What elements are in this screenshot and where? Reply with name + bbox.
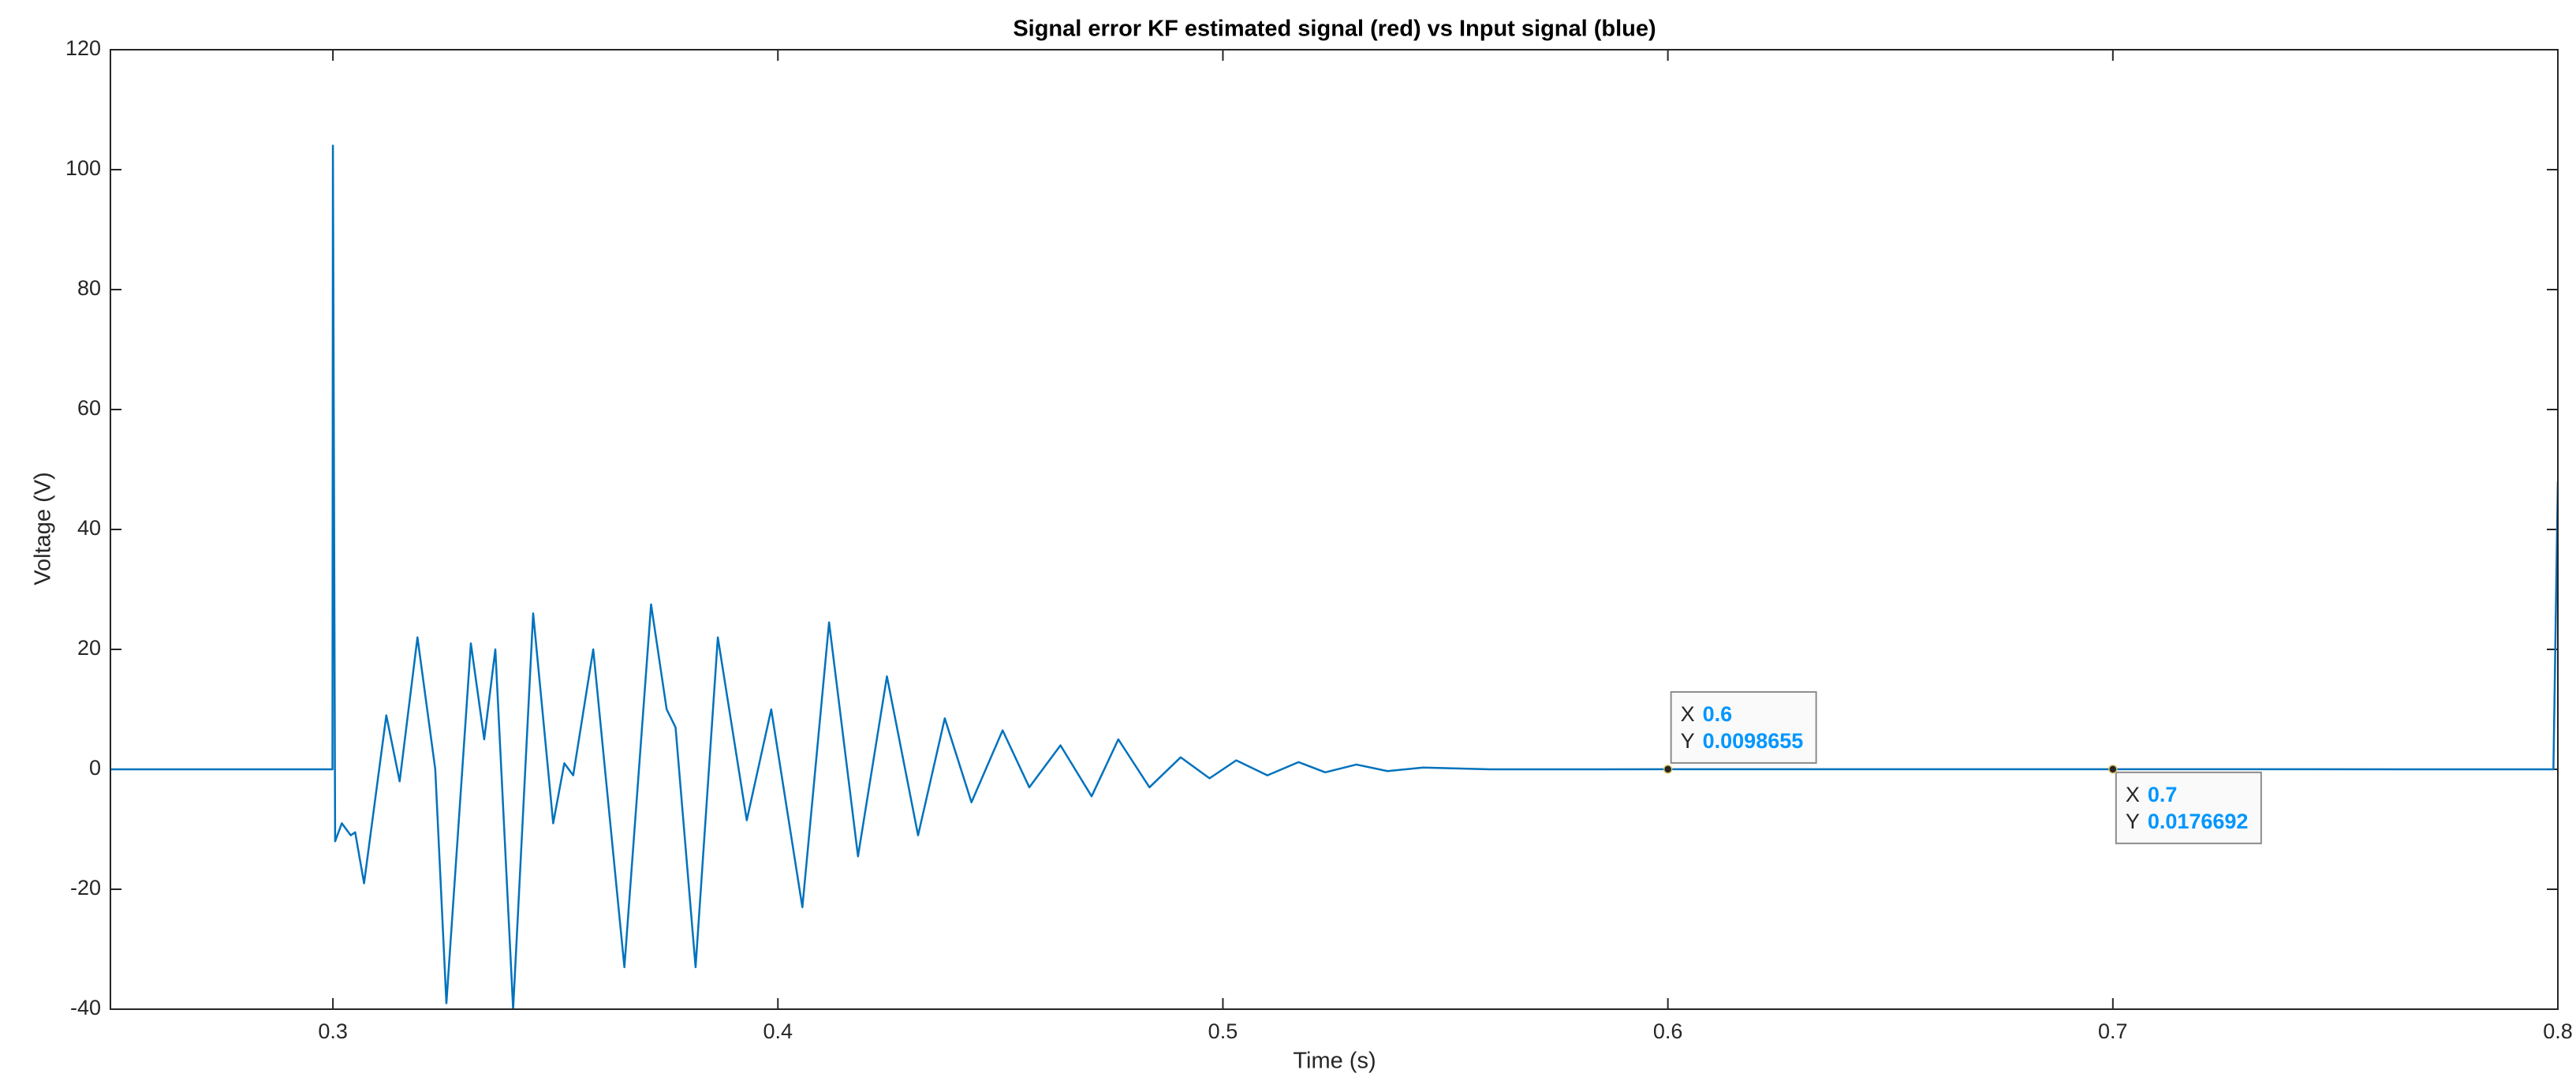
datatip-box — [1670, 690, 1817, 764]
datatip-x-label: X — [1681, 702, 1695, 726]
datatip-marker — [1663, 765, 1673, 774]
datatip-x-value: 0.6 — [1703, 702, 1733, 726]
datatip-box — [2115, 771, 2262, 844]
x-tick-label: 0.4 — [763, 1019, 793, 1043]
y-tick-label: -40 — [70, 996, 101, 1019]
datatip-x-value: 0.7 — [2148, 783, 2178, 806]
y-tick-label: 40 — [77, 516, 101, 540]
x-tick-label: 0.5 — [1208, 1019, 1238, 1043]
datatip-y-value: 0.0176692 — [2148, 810, 2249, 833]
datatip-marker — [2108, 765, 2118, 774]
chart-title: Signal error KF estimated signal (red) v… — [1013, 17, 1656, 42]
plot-frame — [110, 49, 2559, 1010]
datatip-y-label: Y — [2126, 810, 2140, 833]
x-tick-label: 0.6 — [1653, 1019, 1683, 1043]
y-tick-label: 80 — [77, 276, 101, 300]
y-tick-label: 0 — [89, 756, 101, 780]
datatip-y-label: Y — [1681, 729, 1695, 753]
y-tick-label: 20 — [77, 636, 101, 660]
y-tick-label: -20 — [70, 876, 101, 900]
y-tick-label: 120 — [65, 36, 101, 60]
x-tick-label: 0.8 — [2543, 1019, 2573, 1043]
x-tick-label: 0.7 — [2098, 1019, 2128, 1043]
y-axis-label: Voltage (V) — [31, 472, 56, 585]
datatip-y-value: 0.0098655 — [1703, 729, 1804, 753]
y-tick-label: 100 — [65, 156, 101, 180]
y-tick-label: 60 — [77, 396, 101, 420]
x-axis-label: Time (s) — [1293, 1049, 1376, 1074]
series-line — [110, 144, 2558, 1009]
datatip-x-label: X — [2126, 783, 2140, 806]
x-tick-label: 0.3 — [318, 1019, 348, 1043]
